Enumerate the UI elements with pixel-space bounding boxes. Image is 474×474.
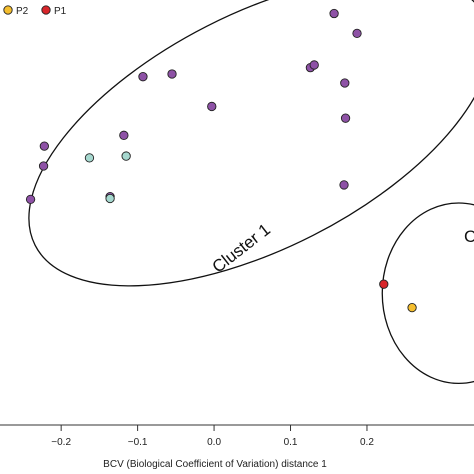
legend-label: P2 <box>16 6 29 17</box>
x-tick-label: 0.1 <box>284 437 298 448</box>
legend-marker <box>41 5 51 15</box>
legend-marker <box>3 5 13 15</box>
data-point <box>39 141 49 151</box>
x-axis: −0.2 −0.1 0.0 0.1 0.2 BCV (Biological Coeffi… <box>0 424 474 470</box>
x-tick-label: 0.2 <box>360 437 374 448</box>
cluster-label: C <box>464 227 474 246</box>
cluster-ellipses <box>28 0 474 385</box>
x-ticks: −0.2 −0.1 0.0 0.1 0.2 <box>51 425 374 448</box>
x-axis-title: BCV (Biological Coefficient of Variation… <box>103 459 327 470</box>
x-tick-label: −0.1 <box>128 437 148 448</box>
data-point <box>340 113 351 123</box>
data-point <box>407 302 417 313</box>
data-point <box>138 72 148 82</box>
legend-label: P1 <box>54 6 67 17</box>
data-point <box>340 78 350 88</box>
data-point <box>379 279 389 289</box>
annotations: Cluster 1 C <box>209 220 474 277</box>
ellipse-cluster-1 <box>28 0 474 287</box>
data-point <box>119 130 129 140</box>
data-point <box>207 101 217 112</box>
data-point <box>167 69 177 79</box>
x-tick-label: −0.2 <box>51 437 71 448</box>
cluster-label: Cluster 1 <box>209 220 274 277</box>
data-point <box>339 180 349 190</box>
data-point <box>38 161 49 171</box>
data-points <box>25 8 417 313</box>
data-point <box>309 60 319 70</box>
data-point <box>121 151 131 161</box>
legend: P2 P1 <box>3 5 67 17</box>
data-point <box>352 28 362 39</box>
x-tick-label: 0.0 <box>207 437 221 448</box>
data-point <box>329 8 339 19</box>
ellipse-cluster-2 <box>381 202 474 385</box>
data-point <box>25 194 36 205</box>
data-point <box>105 193 115 204</box>
data-point <box>84 153 95 163</box>
